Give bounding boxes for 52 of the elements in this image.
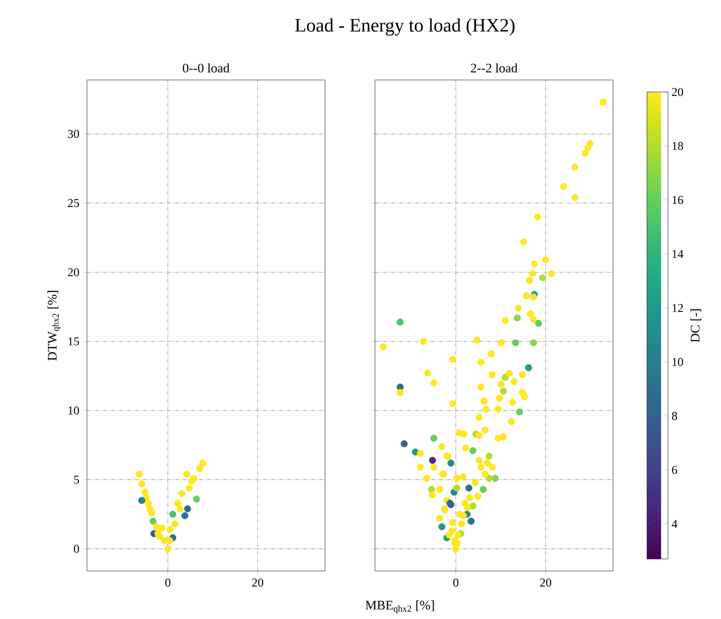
point xyxy=(193,496,200,503)
point xyxy=(144,500,152,507)
point xyxy=(150,518,157,525)
point xyxy=(199,460,206,467)
point xyxy=(158,524,166,532)
chart-subtitle: 0--0 load xyxy=(182,63,230,72)
color-bar-label: 6 xyxy=(672,466,678,474)
y-tick-label: 30 xyxy=(68,130,80,138)
point xyxy=(178,490,186,498)
y-tick-label: 0 xyxy=(74,544,80,553)
point xyxy=(141,488,148,496)
x-axis-title: MBE$_{qhx2}$ [%] xyxy=(366,600,434,614)
point xyxy=(184,505,192,512)
point xyxy=(164,545,172,552)
y-tick-label: 25 xyxy=(68,199,80,208)
y-tick-label: 15 xyxy=(68,337,80,346)
point xyxy=(172,520,179,528)
point xyxy=(169,510,176,518)
color-bar-title: DC [-] xyxy=(690,309,702,342)
color-bar-label: 10 xyxy=(672,358,684,366)
point xyxy=(166,537,174,544)
color-bar-label: 4 xyxy=(672,520,678,528)
point xyxy=(174,500,182,507)
color-bar-label: 14 xyxy=(672,250,684,258)
y-tick-label: 5 xyxy=(74,476,80,484)
y-tick-label: 20 xyxy=(68,268,80,276)
point xyxy=(196,465,204,472)
chart-title: Load - Energy to load (HX2) xyxy=(295,18,515,36)
x-tick-label: 0 xyxy=(165,578,170,587)
y-axis-title: DTW$_{qhx2}$ [%] xyxy=(47,290,61,361)
x-tick-label: 20 xyxy=(540,578,552,587)
point xyxy=(186,484,193,492)
x-tick-label: 0 xyxy=(453,578,458,587)
point xyxy=(138,480,146,488)
point xyxy=(183,470,190,478)
point xyxy=(166,526,174,533)
point xyxy=(181,512,188,520)
point xyxy=(176,505,184,512)
point xyxy=(190,474,198,482)
point xyxy=(152,523,160,530)
chart-subtitle: 2--2 load xyxy=(470,63,518,72)
point xyxy=(148,509,156,516)
color-bar-label: 16 xyxy=(672,196,684,204)
y-tick-label: 10 xyxy=(68,406,80,415)
point xyxy=(136,470,143,478)
color-bar-label: 8 xyxy=(672,412,678,420)
point xyxy=(156,532,164,540)
color-bar-label: 18 xyxy=(672,142,684,150)
color-bar-label: 20 xyxy=(672,88,684,96)
point xyxy=(138,496,146,504)
x-tick-label: 20 xyxy=(252,578,264,587)
color-bar-label: 12 xyxy=(672,304,683,312)
